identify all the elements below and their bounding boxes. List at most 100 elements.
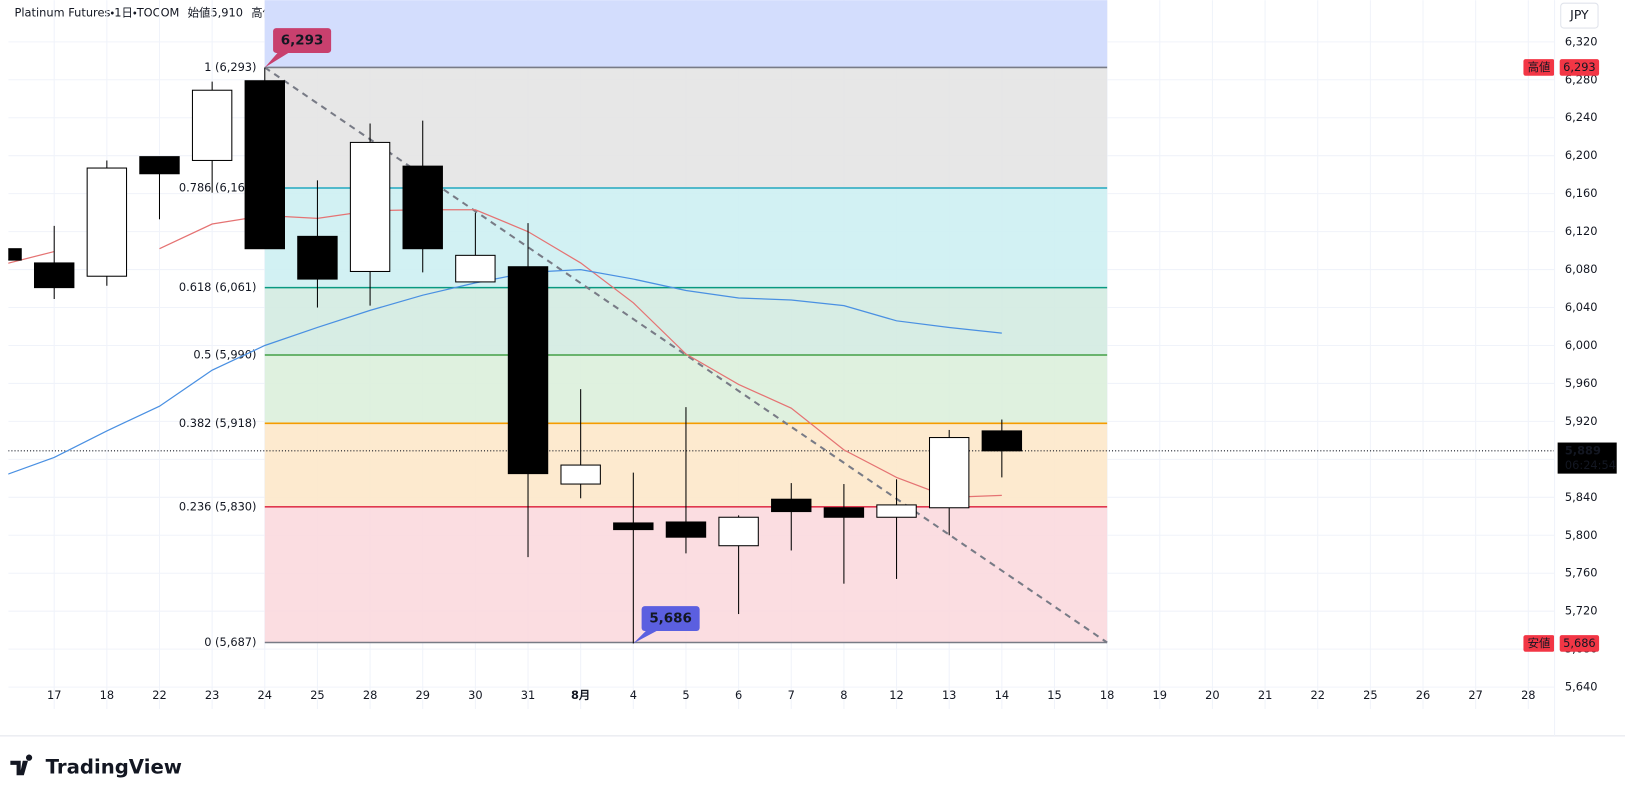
y-tick-label: 5,840: [1565, 490, 1598, 504]
y-tick-label: 6,160: [1565, 186, 1598, 200]
badge-name: 高値: [1528, 60, 1551, 74]
fib-label: 0.382 (5,918): [179, 416, 257, 430]
y-tick-label: 6,320: [1565, 34, 1598, 48]
callout-box: [641, 606, 700, 632]
last-price-label: 5,889: [1565, 443, 1601, 457]
candle-body: [244, 80, 285, 250]
fib-label: 0.618 (6,061): [179, 280, 257, 294]
currency-box[interactable]: [1560, 2, 1599, 29]
x-tick-label: 12: [889, 688, 903, 702]
x-tick-label: 19: [1153, 688, 1167, 702]
x-tick-label: 5: [682, 688, 689, 702]
y-tick-label: 5,800: [1565, 528, 1598, 542]
x-tick-label: 25: [310, 688, 324, 702]
fib-label: 0.5 (5,990): [193, 347, 256, 361]
x-tick-label: 31: [521, 688, 535, 702]
y-tick-label: 6,040: [1565, 300, 1598, 314]
y-tick-label: 5,720: [1565, 604, 1598, 618]
x-tick-label: 18: [100, 688, 114, 702]
fib-band: [264, 67, 1108, 188]
fib-band: [264, 287, 1108, 355]
x-tick-label: 17: [47, 688, 61, 702]
y-tick-label: 5,640: [1565, 680, 1598, 694]
x-tick-label: 24: [258, 688, 272, 702]
x-tick-label: 30: [468, 688, 482, 702]
fib-label: 0 (5,687): [204, 635, 256, 649]
x-tick-label: 13: [942, 688, 956, 702]
candle-body: [507, 266, 549, 475]
x-tick-label: 29: [415, 688, 429, 702]
fib-label: 0.786 (6,166): [179, 180, 257, 194]
x-tick-label: 15: [1047, 688, 1061, 702]
candle-body: [771, 498, 812, 513]
x-tick-label: 20: [1205, 688, 1219, 702]
countdown: 06:24:54: [1565, 458, 1616, 472]
ohlc-name: 始値: [188, 5, 211, 19]
callout-label: 5,686: [649, 611, 692, 627]
candle-body: [876, 504, 917, 518]
badge-name-box: [1523, 635, 1555, 652]
candle-body: [33, 262, 75, 289]
x-tick-label: 22: [152, 688, 166, 702]
x-tick-label: 28: [363, 688, 377, 702]
y-tick-label: 6,000: [1565, 338, 1598, 352]
x-tick-label: 14: [995, 688, 1009, 702]
candle-body: [718, 516, 759, 547]
y-tick-label: 6,240: [1565, 110, 1598, 124]
plot: 1 (6,293) 0.786 (6,166) 0.618 (6,061) 0.5 (…: [8, 0, 1555, 709]
last-price-box: [1557, 442, 1617, 474]
ohlc-value: 5,910: [210, 5, 243, 19]
candle-body: [613, 522, 654, 531]
y-tick-label: 5,960: [1565, 376, 1598, 390]
x-tick-label: 21: [1258, 688, 1272, 702]
x-tick-label: 4: [630, 688, 637, 702]
symbol: Platinum Futures・1日・TOCOM: [15, 5, 180, 19]
y-tick-label: 5,760: [1565, 566, 1598, 580]
logo: TradingView: [10, 754, 182, 779]
x-tick-label: 26: [1416, 688, 1430, 702]
candle-body: [823, 507, 865, 518]
y-tick-label: 6,280: [1565, 72, 1598, 86]
candle-body: [402, 165, 443, 250]
candle-body: [455, 254, 496, 283]
callout-pointer: [264, 50, 292, 68]
moving-average: [8, 209, 1002, 498]
badge-value: 6,293: [1563, 60, 1596, 74]
x-tick-label: 18: [1100, 688, 1114, 702]
candle-body: [297, 235, 338, 280]
currency: JPY: [1569, 7, 1589, 22]
candle-body: [349, 141, 391, 272]
candle-body: [86, 167, 128, 277]
callout-box: [273, 28, 332, 53]
x-tick-label: 27: [1468, 688, 1482, 702]
fib-band: [264, 187, 1108, 288]
y-tick-label: 5,920: [1565, 414, 1598, 428]
y-tick-label: 6,080: [1565, 262, 1598, 276]
badge-name-box: [1523, 59, 1555, 76]
moving-average: [8, 268, 1002, 475]
candle-body: [560, 464, 601, 485]
x-tick-label: 23: [205, 688, 219, 702]
badge-name: 安値: [1528, 636, 1551, 650]
badge-value-box: [1559, 59, 1600, 76]
fib-label: 0.236 (5,830): [179, 499, 257, 513]
x-tick-label: 8月: [571, 688, 590, 702]
x-tick-label: 25: [1363, 688, 1377, 702]
callout-label: 6,293: [281, 33, 324, 49]
x-tick-label: 7: [788, 688, 795, 702]
candle-body: [8, 248, 22, 261]
x-tick-label: 8: [840, 688, 847, 702]
logo-text: TradingView: [46, 756, 182, 779]
candle-body: [665, 521, 707, 538]
y-tick-label: 6,200: [1565, 148, 1598, 162]
candle-body: [191, 89, 233, 161]
candle-body: [928, 437, 970, 509]
badge-value-box: [1559, 635, 1600, 652]
y-tick-label: 6,120: [1565, 224, 1598, 238]
logo-mark: [10, 754, 33, 776]
fib-top-band: [264, 0, 1108, 68]
candle-body: [981, 430, 1023, 452]
